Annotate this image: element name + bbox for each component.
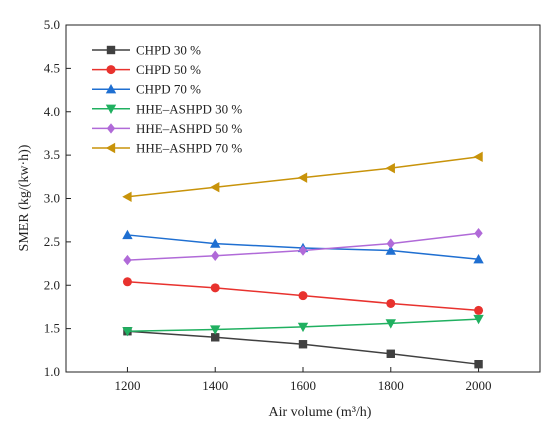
y-axis-label: SMER (kg/(kw·h)) [17,144,32,251]
x-tick-label: 1400 [202,378,228,393]
legend-label: HHE–ASHPD 70 % [136,141,242,156]
data-point [385,319,396,329]
legend: CHPD 30 % CHPD 50 % CHPD 70 % HHE–ASHPD 30 … [92,43,242,156]
legend-item: CHPD 70 % [92,82,201,97]
data-point [210,283,220,293]
legend-item: CHPD 50 % [92,62,201,77]
legend-label: CHPD 70 % [136,82,201,97]
data-point [122,191,132,202]
series-5 [123,228,483,266]
legend-marker [106,65,116,75]
data-point [297,172,308,183]
series-4 [122,314,484,337]
y-tick-label: 1.5 [44,321,60,336]
legend-label: HHE–ASHPD 50 % [136,121,242,136]
legend-item: HHE–ASHPD 50 % [92,121,242,136]
legend-item: HHE–ASHPD 70 % [92,141,242,156]
data-point [298,340,308,349]
series-layer [122,151,484,369]
y-tick-label: 1.0 [44,364,60,379]
data-point [474,359,483,369]
y-tick-label: 3.0 [44,191,60,206]
data-point [122,327,133,337]
series-1 [123,327,483,369]
data-point [210,325,221,335]
legend-marker [105,142,116,154]
legend-marker [105,84,117,94]
y-tick-label: 4.0 [44,104,60,119]
series-6 [122,151,483,202]
y-tick-label: 4.5 [44,60,60,75]
data-point [298,291,308,301]
x-tick-label: 1600 [290,378,316,393]
data-point [473,314,484,325]
series-2 [122,277,484,315]
data-point [385,245,396,255]
data-point [123,254,132,266]
data-point [386,298,396,308]
y-tick-label: 5.0 [44,17,60,32]
x-tick-label: 2000 [466,378,492,393]
x-tick-label: 1800 [378,378,404,393]
data-point [211,333,220,342]
data-point [122,277,132,287]
legend-label: CHPD 50 % [136,62,201,77]
legend-label: CHPD 30 % [136,43,201,58]
data-point [473,151,483,163]
data-point [473,254,484,264]
y-tick-label: 3.5 [44,147,60,162]
y-tick-label: 2.5 [44,234,60,249]
x-axis-label: Air volume (m³/h) [269,405,372,420]
data-point [297,322,309,333]
data-point [474,228,483,239]
legend-item: CHPD 30 % [92,43,201,58]
data-point [210,238,221,248]
data-point [386,349,395,358]
data-point [385,162,395,174]
data-point [211,250,220,261]
y-tick-label: 2.0 [44,277,60,292]
data-point [298,245,308,256]
legend-marker [106,45,116,55]
legend-marker [105,104,117,114]
data-point [474,305,484,315]
axes: 1.0 1.5 2.0 2.5 3.0 3.5 4.0 4.5 5.0 1200 1400 1600 1… [44,17,541,393]
data-point [122,229,133,240]
data-point [210,182,220,193]
x-tick-label: 1200 [114,378,140,393]
legend-item: HHE–ASHPD 30 % [92,101,242,116]
legend-label: HHE–ASHPD 30 % [136,101,242,116]
data-point [386,238,395,249]
legend-marker [106,123,116,134]
